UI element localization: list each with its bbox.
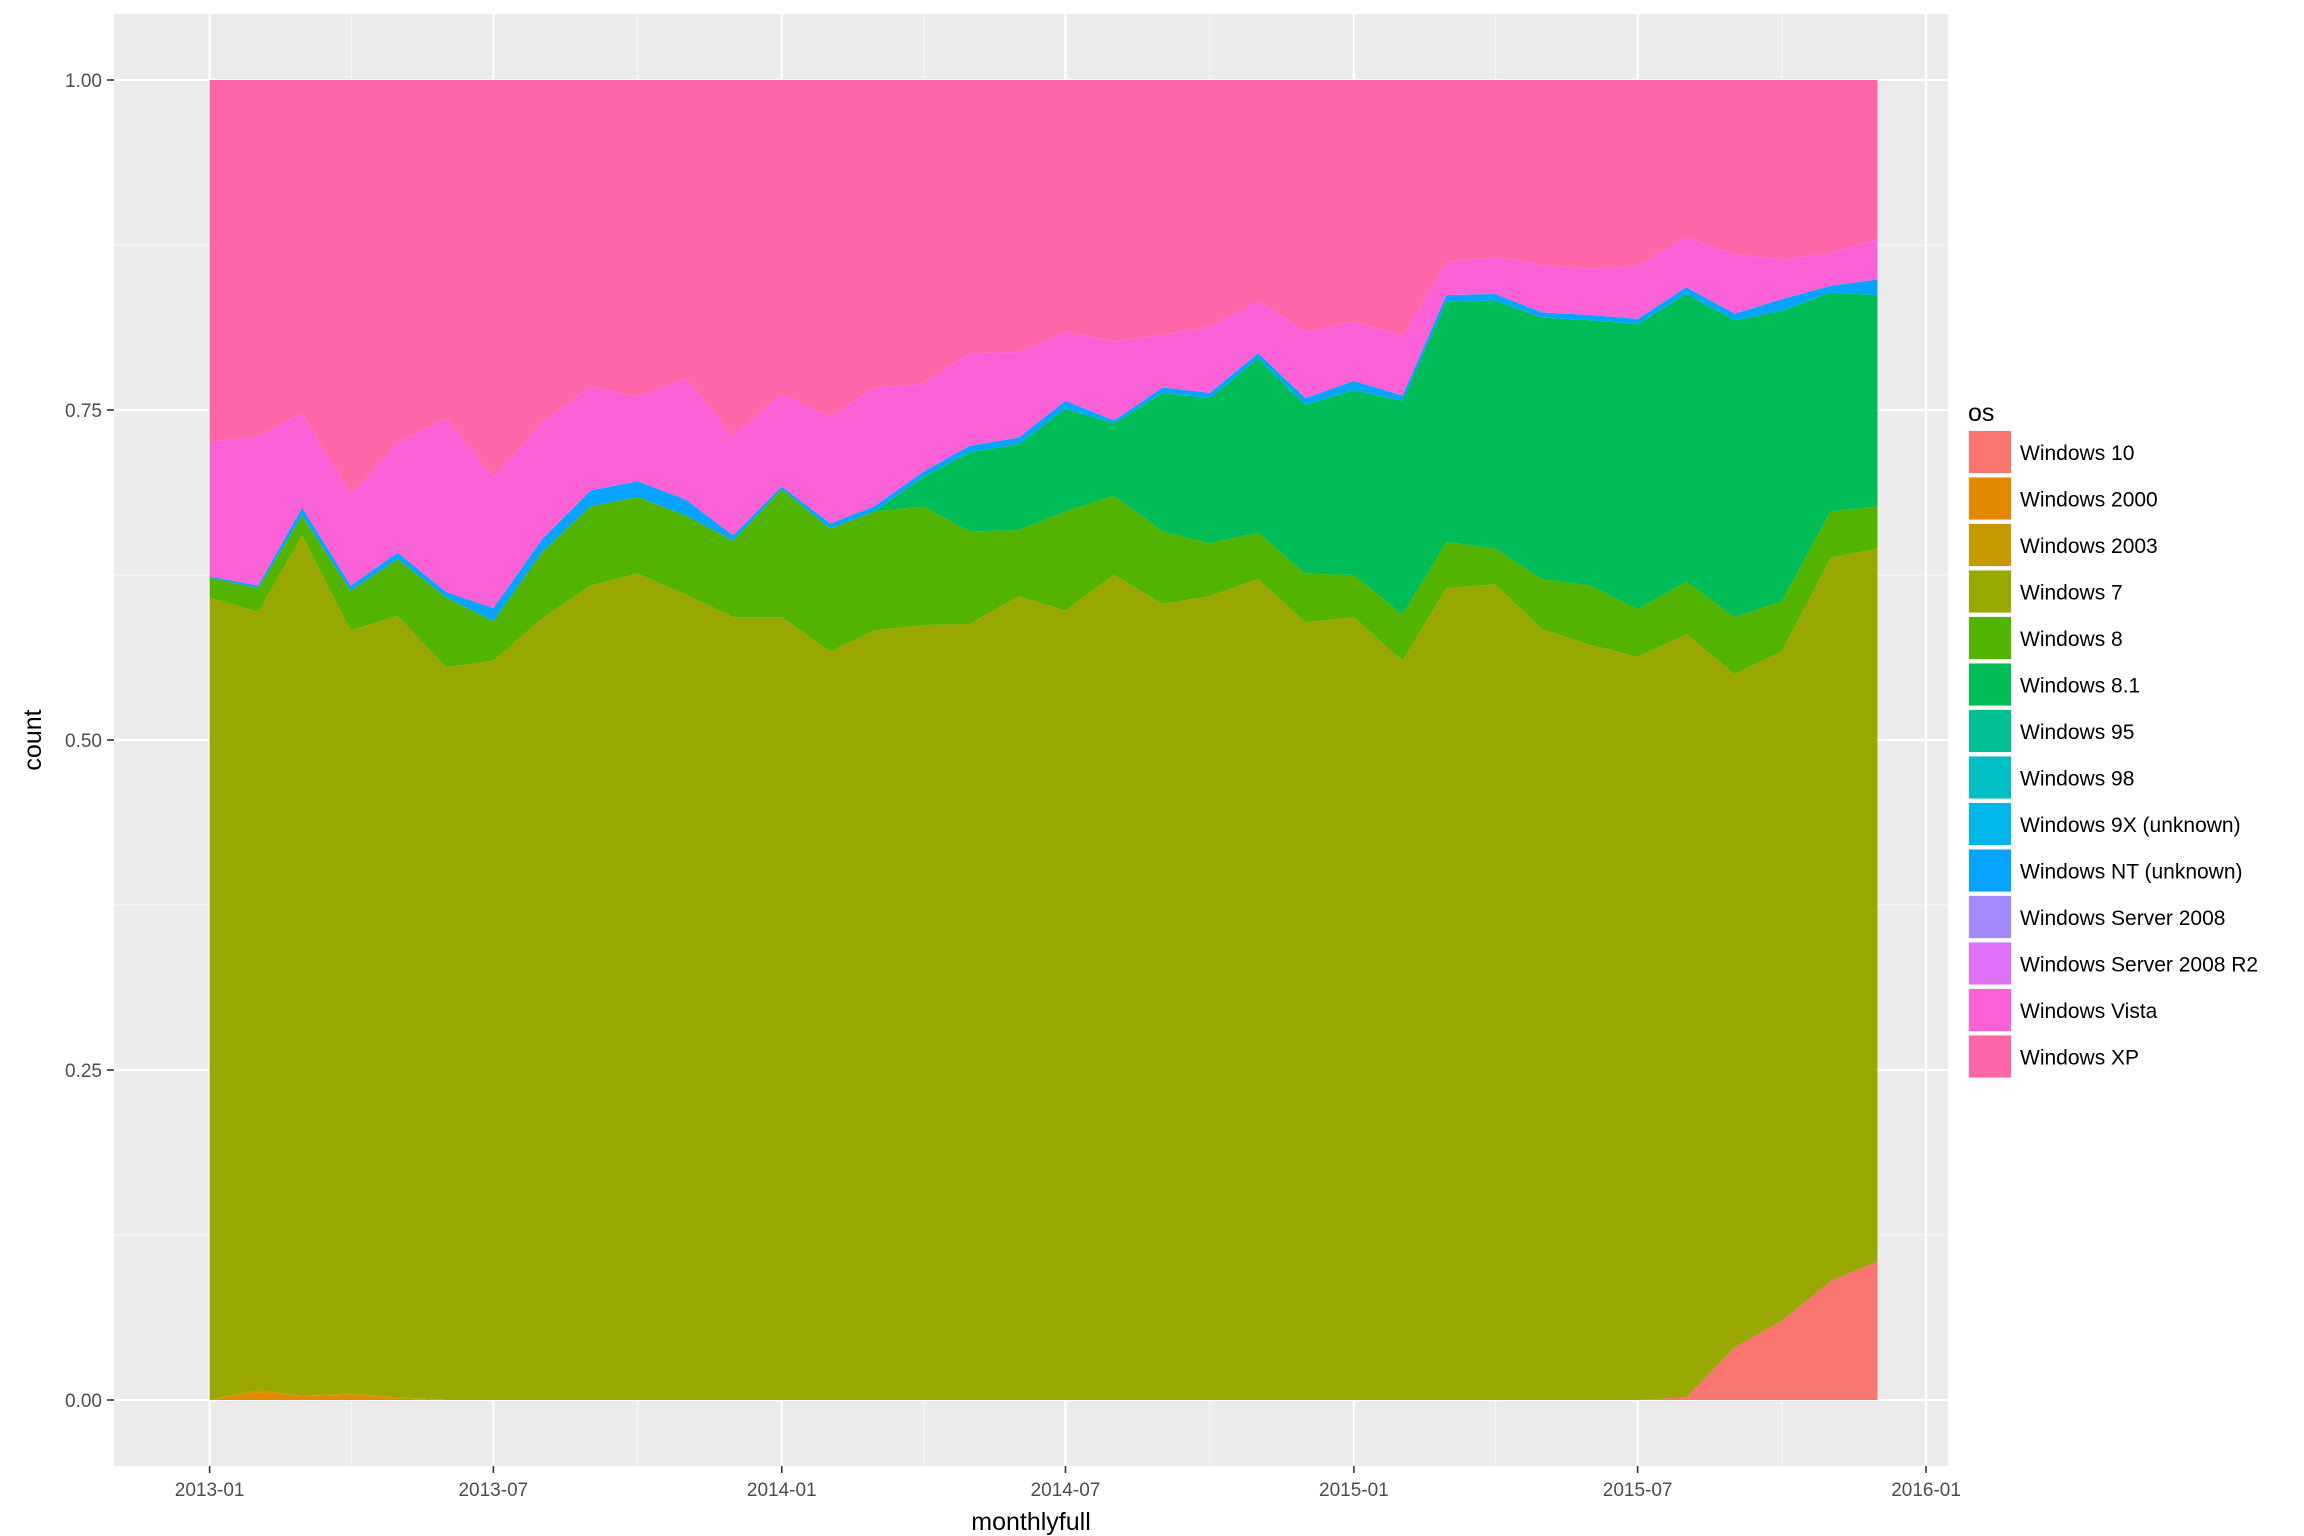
legend-label-windows-2003: Windows 2003 xyxy=(2020,535,2158,558)
y-tick-label: 1.00 xyxy=(65,71,102,92)
legend-label-windows-8: Windows 8 xyxy=(2020,628,2123,651)
legend-label-windows-98: Windows 98 xyxy=(2020,768,2134,791)
legend-swatch-windows-7 xyxy=(1969,570,2011,613)
legend-label-windows-nt-unknown: Windows NT (unknown) xyxy=(2020,861,2243,884)
x-tick-label: 2015-07 xyxy=(1603,1480,1673,1501)
y-axis: 0.00 0.25 0.50 0.75 1.00 xyxy=(65,71,114,1412)
legend-label-windows-2000: Windows 2000 xyxy=(2020,489,2158,512)
area-windows-vista xyxy=(209,237,1878,608)
legend-label-windows-xp: Windows XP xyxy=(2020,1047,2139,1070)
area-windows-8-1 xyxy=(209,292,1878,622)
legend-label-windows-7: Windows 7 xyxy=(2020,582,2123,605)
legend-swatch-windows-8-1 xyxy=(1969,663,2011,706)
legend-swatch-windows-xp xyxy=(1969,1035,2011,1078)
legend-label-windows-10: Windows 10 xyxy=(2020,442,2134,465)
y-tick-label: 0.25 xyxy=(65,1061,102,1082)
legend-swatch-windows-98 xyxy=(1969,756,2011,799)
x-tick-label: 2014-01 xyxy=(747,1480,817,1501)
legend-swatch-windows-vista xyxy=(1969,989,2011,1031)
y-tick-label: 0.00 xyxy=(65,1391,102,1412)
legend-label-windows-8-1: Windows 8.1 xyxy=(2020,675,2140,698)
legend-label-windows-vista: Windows Vista xyxy=(2020,1000,2158,1023)
legend-swatch-windows-nt-unknown xyxy=(1969,849,2011,892)
legend-swatch-windows-2000 xyxy=(1969,477,2011,520)
area-windows-8 xyxy=(209,489,1878,674)
x-tick-label: 2014-07 xyxy=(1031,1480,1101,1501)
legend-swatch-windows-95 xyxy=(1969,710,2011,752)
legend-swatch-windows-10 xyxy=(1969,431,2011,473)
area-windows-7 xyxy=(209,535,1878,1400)
legend-label-windows-95: Windows 95 xyxy=(2020,721,2134,744)
legend-label-windows-9x-unknown: Windows 9X (unknown) xyxy=(2020,814,2241,837)
x-tick-label: 2016-01 xyxy=(1891,1480,1961,1501)
legend-swatch-windows-9x-unknown xyxy=(1969,803,2011,845)
legend-swatch-windows-2003 xyxy=(1969,524,2011,566)
legend-swatch-windows-8 xyxy=(1969,617,2011,659)
legend-label-windows-server-2008-r2: Windows Server 2008 R2 xyxy=(2020,954,2258,977)
y-tick-label: 0.50 xyxy=(65,731,102,752)
legend-items: Windows 10 Windows 2000 Windows 2003 Window… xyxy=(1968,430,2258,1079)
legend-swatch-windows-server-2008-r2 xyxy=(1969,942,2011,985)
y-axis-title: count xyxy=(19,709,47,770)
area-series-group xyxy=(209,80,1878,1400)
x-axis-title: monthlyfull xyxy=(971,1508,1091,1536)
x-axis: 2013-01 2013-07 2014-01 2014-07 2015-01 2015-… xyxy=(175,1466,1961,1501)
area-windows-xp xyxy=(209,80,1878,495)
y-tick-label: 0.75 xyxy=(65,401,102,422)
area-windows-10 xyxy=(209,1261,1878,1400)
legend-label-windows-server-2008: Windows Server 2008 xyxy=(2020,907,2225,930)
x-tick-label: 2015-01 xyxy=(1319,1480,1389,1501)
x-tick-label: 2013-01 xyxy=(175,1480,245,1501)
legend-swatch-windows-server-2008 xyxy=(1969,896,2011,938)
legend-title: os xyxy=(1968,399,1994,427)
x-tick-label: 2013-07 xyxy=(458,1480,528,1501)
